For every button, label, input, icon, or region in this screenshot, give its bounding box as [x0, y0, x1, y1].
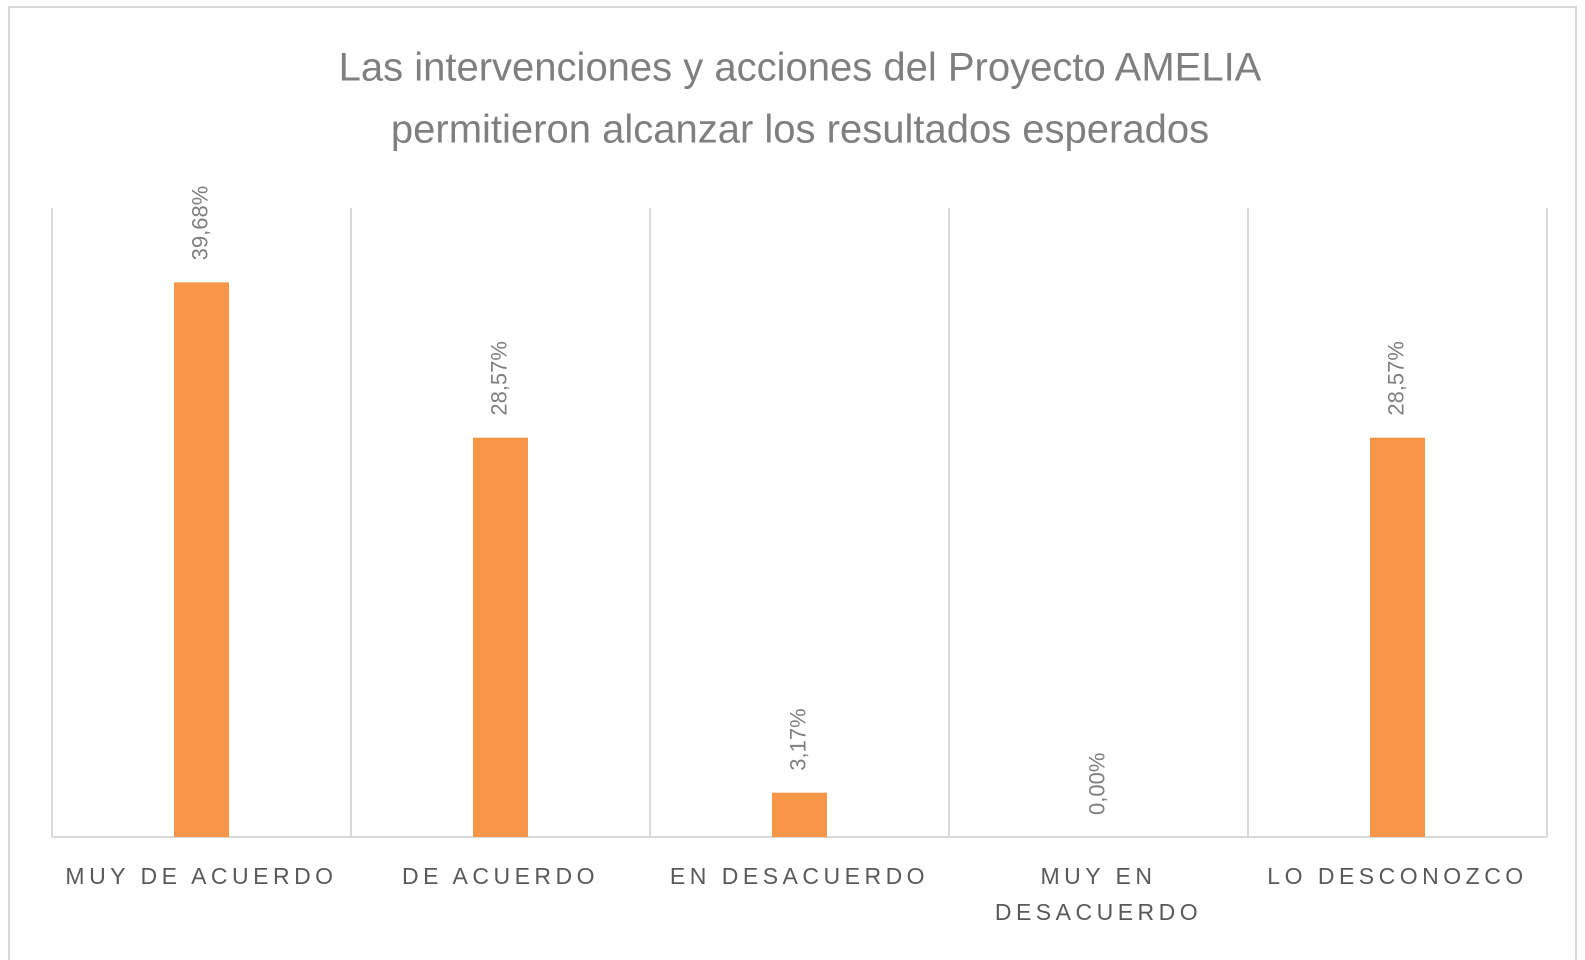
bar: [174, 282, 229, 837]
chart-title: Las intervenciones y acciones del Proyec…: [339, 46, 1262, 90]
bar: [473, 437, 528, 837]
bar: [1370, 437, 1425, 837]
data-label: 39,68%: [187, 186, 212, 261]
data-label: 28,57%: [486, 341, 511, 416]
x-tick-label: MUY EN DESACUERDO: [994, 863, 1203, 925]
data-label: 0,00%: [1084, 753, 1109, 815]
data-label: 28,57%: [1383, 341, 1408, 416]
x-tick-label: EN DESACUERDO: [669, 863, 930, 889]
bar: [772, 792, 827, 837]
x-tick-label: MUY DE ACUERDO: [65, 863, 338, 889]
chart-title: permitieron alcanzar los resultados espe…: [391, 108, 1209, 152]
x-tick-label: LO DESCONOZCO: [1267, 863, 1528, 889]
data-label: 3,17%: [785, 708, 810, 770]
x-tick-label: DE ACUERDO: [401, 863, 600, 889]
